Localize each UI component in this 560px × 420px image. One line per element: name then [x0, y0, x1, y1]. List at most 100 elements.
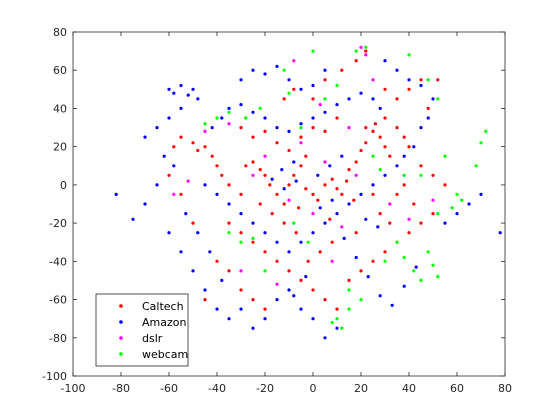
- point-dslr-20: [347, 126, 351, 130]
- point-caltech-44: [275, 141, 279, 145]
- point-amazon-48: [395, 164, 399, 168]
- point-amazon-83: [467, 202, 471, 206]
- point-caltech-70: [239, 288, 243, 292]
- point-webcam-38: [292, 221, 296, 225]
- point-dslr-0: [172, 192, 176, 196]
- point-caltech-20: [311, 192, 315, 196]
- point-amazon-43: [431, 97, 435, 101]
- point-webcam-13: [474, 164, 478, 168]
- point-amazon-73: [299, 122, 303, 126]
- y-tick-label: -80: [49, 332, 67, 345]
- point-webcam-29: [323, 97, 327, 101]
- point-webcam-9: [455, 192, 459, 196]
- point-amazon-75: [323, 110, 327, 114]
- x-tick-label: 80: [498, 382, 512, 395]
- point-amazon-90: [282, 187, 286, 191]
- point-caltech-75: [443, 183, 447, 187]
- point-caltech-109: [371, 192, 375, 196]
- point-amazon-25: [275, 298, 279, 302]
- point-caltech-4: [210, 154, 214, 158]
- point-amazon-57: [287, 250, 291, 254]
- point-amazon-16: [167, 231, 171, 235]
- point-caltech-25: [340, 192, 344, 196]
- point-caltech-47: [311, 126, 315, 130]
- point-amazon-67: [227, 106, 231, 110]
- point-amazon-40: [395, 68, 399, 72]
- point-amazon-103: [220, 278, 224, 282]
- point-amazon-4: [191, 87, 195, 91]
- x-tick-label: 20: [354, 382, 368, 395]
- point-amazon-34: [275, 64, 279, 68]
- axis-ticks: -100 -80 -60 -40 -20 0 20 40 60 80 -100 -80 -60 -40 -2…: [42, 26, 512, 395]
- data-points: [114, 45, 502, 340]
- point-dslr-19: [330, 259, 334, 263]
- point-caltech-88: [323, 78, 327, 82]
- point-caltech-99: [306, 259, 310, 263]
- point-dslr-12: [364, 53, 368, 57]
- point-dslr-4: [263, 154, 267, 158]
- point-caltech-1: [191, 141, 195, 145]
- point-caltech-49: [335, 116, 339, 120]
- point-amazon-38: [323, 68, 327, 72]
- point-webcam-5: [364, 45, 368, 49]
- point-webcam-24: [347, 307, 351, 311]
- point-amazon-77: [347, 97, 351, 101]
- point-caltech-81: [191, 221, 195, 225]
- point-caltech-30: [371, 129, 375, 133]
- point-caltech-2: [196, 148, 200, 153]
- point-webcam-35: [378, 168, 382, 172]
- point-caltech-0: [179, 135, 183, 139]
- point-caltech-19: [304, 187, 308, 191]
- point-caltech-107: [297, 206, 301, 210]
- point-caltech-12: [263, 173, 267, 177]
- point-amazon-54: [323, 221, 327, 225]
- point-webcam-37: [359, 298, 363, 302]
- point-webcam-45: [419, 173, 423, 177]
- point-caltech-21: [316, 198, 320, 202]
- x-tick-label: 0: [310, 382, 317, 395]
- point-webcam-17: [431, 263, 435, 267]
- point-caltech-111: [402, 183, 406, 187]
- legend-marker-amazon: [119, 320, 123, 324]
- point-caltech-50: [227, 221, 231, 225]
- legend-label-caltech: Caltech: [142, 300, 184, 313]
- point-dslr-10: [354, 173, 358, 177]
- point-amazon-33: [263, 72, 267, 76]
- point-amazon-21: [227, 317, 231, 321]
- point-amazon-12: [155, 183, 159, 187]
- point-amazon-1: [172, 91, 176, 95]
- point-caltech-78: [419, 78, 423, 82]
- point-caltech-36: [407, 145, 411, 149]
- point-amazon-87: [328, 164, 332, 168]
- point-webcam-46: [443, 154, 447, 158]
- y-tick-label: -20: [49, 217, 67, 230]
- point-amazon-3: [186, 93, 190, 97]
- point-amazon-37: [311, 83, 315, 88]
- point-caltech-101: [282, 221, 286, 225]
- point-amazon-109: [364, 217, 368, 221]
- point-webcam-19: [419, 278, 423, 282]
- point-amazon-17: [179, 250, 183, 254]
- point-caltech-28: [359, 148, 363, 153]
- point-amazon-41: [407, 78, 411, 82]
- point-amazon-74: [311, 116, 315, 120]
- point-amazon-53: [335, 212, 339, 216]
- point-caltech-97: [330, 240, 334, 244]
- point-amazon-47: [402, 154, 406, 158]
- point-caltech-96: [354, 231, 358, 235]
- point-amazon-102: [292, 294, 296, 298]
- point-amazon-100: [414, 265, 418, 269]
- point-amazon-11: [172, 164, 176, 168]
- point-caltech-42: [251, 135, 255, 139]
- point-caltech-32: [383, 145, 387, 149]
- point-dslr-14: [388, 202, 392, 206]
- axes-box: [72, 31, 506, 377]
- point-amazon-69: [251, 110, 255, 114]
- point-amazon-82: [455, 212, 459, 216]
- y-tick-label: 60: [53, 64, 67, 77]
- point-amazon-72: [287, 129, 291, 133]
- point-dslr-1: [186, 179, 190, 183]
- point-caltech-23: [330, 177, 334, 181]
- point-dslr-5: [287, 198, 291, 202]
- point-caltech-73: [419, 164, 423, 168]
